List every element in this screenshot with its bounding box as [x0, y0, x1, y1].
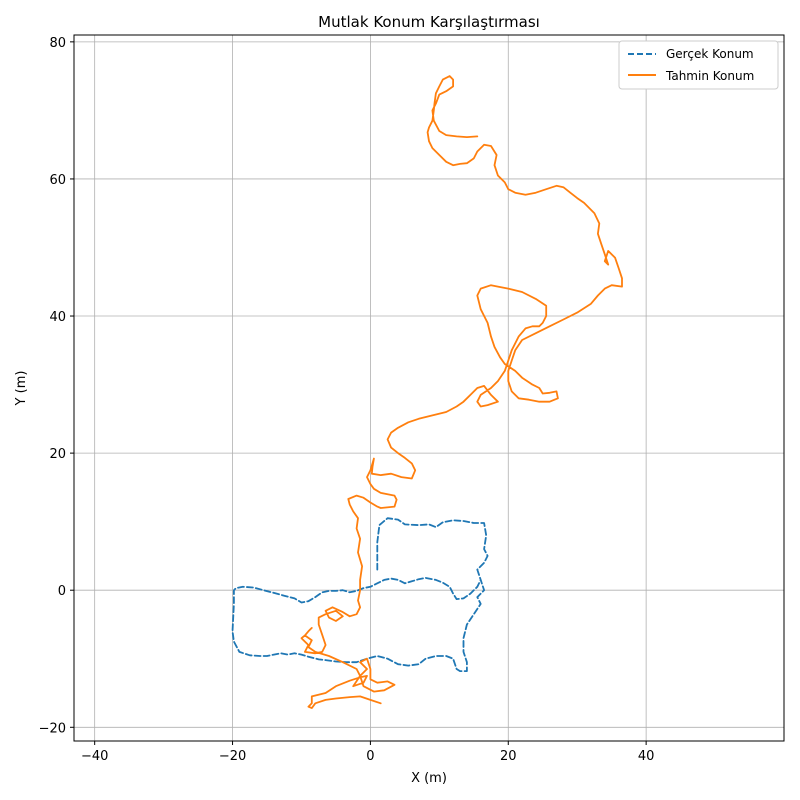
x-tick-label: 0 — [366, 749, 374, 764]
x-tick-label: −20 — [219, 749, 246, 764]
x-tick-label: 40 — [638, 749, 655, 764]
legend-box — [618, 40, 779, 90]
legend: Gerçek Konum Tahmin Konum — [618, 40, 779, 90]
y-axis-ticks: −20 0 20 40 60 80 — [39, 36, 74, 736]
y-tick-label: 80 — [49, 36, 66, 51]
series-line-tahmin-konum — [300, 75, 623, 709]
y-tick-label: −20 — [39, 721, 66, 736]
y-tick-label: 40 — [49, 310, 66, 325]
x-tick-label: −40 — [81, 749, 108, 764]
y-axis-label: Y (m) — [14, 371, 29, 407]
grid — [74, 35, 784, 741]
x-axis-ticks: −40 −20 0 20 40 — [81, 741, 654, 764]
legend-label-tahmin: Tahmin Konum — [665, 69, 754, 83]
chart-title: Mutlak Konum Karşılaştırması — [318, 13, 540, 31]
x-axis-label: X (m) — [411, 771, 447, 786]
x-tick-label: 20 — [500, 749, 517, 764]
series-line-gercek-konum — [231, 517, 489, 672]
plot-lines — [231, 75, 623, 709]
legend-label-gercek: Gerçek Konum — [666, 47, 754, 61]
y-tick-label: 60 — [49, 173, 66, 188]
y-tick-label: 0 — [58, 584, 66, 599]
y-tick-label: 20 — [49, 447, 66, 462]
plot-frame — [73, 34, 785, 742]
